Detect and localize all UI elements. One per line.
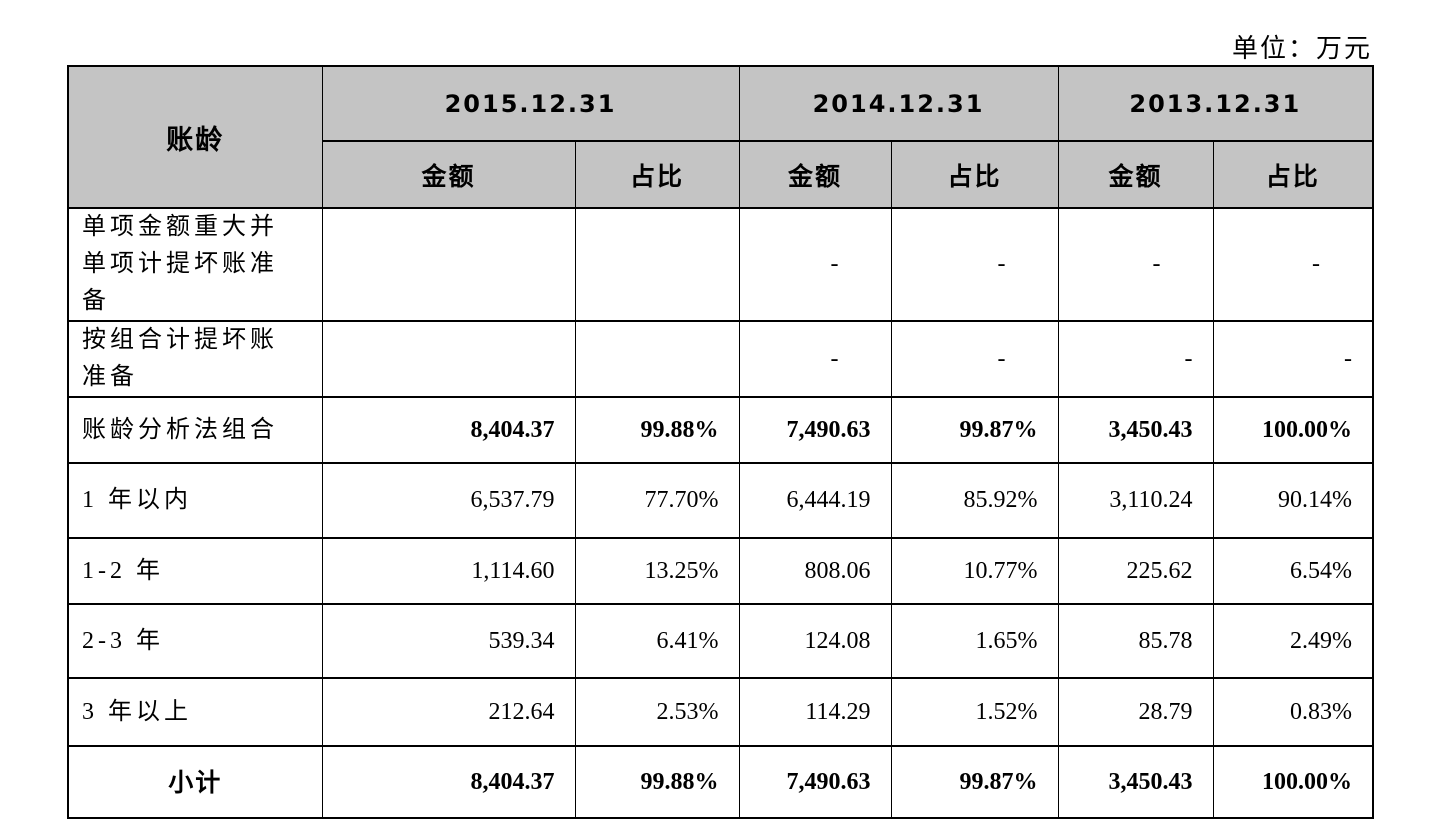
table-cell: 7,490.63 <box>738 745 892 819</box>
table-cell: - <box>1057 207 1214 322</box>
table-cell: 3,450.43 <box>1057 745 1214 819</box>
table-cell: 3,110.24 <box>1057 462 1214 539</box>
table-cell <box>574 320 740 398</box>
table-cell: 99.88% <box>574 745 740 819</box>
ratio-header-2014: 占比 <box>890 140 1059 209</box>
table-row: 账龄分析法组合 8,404.37 99.88% 7,490.63 99.87% 3,450… <box>67 396 1374 464</box>
table-cell: 85.78 <box>1057 603 1214 679</box>
amount-header-2015: 金额 <box>321 140 576 209</box>
row-label: 账龄分析法组合 <box>67 396 323 464</box>
table-body: 单项金额重大并单项计提坏账准备 - - - - 按组合计提坏账准备 - - - - 账龄分析法组合 8… <box>67 207 1374 819</box>
table-cell: - <box>1212 320 1374 398</box>
table-cell: 100.00% <box>1212 745 1374 819</box>
amount-header-2014: 金额 <box>738 140 892 209</box>
table-cell: - <box>890 207 1059 322</box>
table-cell: - <box>738 320 892 398</box>
table-cell: 99.87% <box>890 396 1059 464</box>
aging-analysis-table: 账龄 2015.12.31 2014.12.31 2013.12.31 金额 占… <box>67 65 1375 819</box>
table-cell: 90.14% <box>1212 462 1374 539</box>
amount-header-2013: 金额 <box>1057 140 1214 209</box>
header-row-periods: 账龄 2015.12.31 2014.12.31 2013.12.31 <box>67 65 1374 209</box>
table-cell: 99.87% <box>890 745 1059 819</box>
table-cell: 2.49% <box>1212 603 1374 679</box>
row-label: 按组合计提坏账准备 <box>67 320 323 398</box>
table-cell: 28.79 <box>1057 677 1214 747</box>
table-row: 2-3 年 539.34 6.41% 124.08 1.65% 85.78 2.49% <box>67 603 1374 679</box>
table-cell: 225.62 <box>1057 537 1214 605</box>
table-cell: 3,450.43 <box>1057 396 1214 464</box>
row-label: 1-2 年 <box>67 537 323 605</box>
table-cell: 808.06 <box>738 537 892 605</box>
table-cell: 6.41% <box>574 603 740 679</box>
unit-label: 单位：万元 <box>1231 34 1372 63</box>
table-cell: 539.34 <box>321 603 576 679</box>
row-label: 1 年以内 <box>67 462 323 539</box>
ratio-header-2015: 占比 <box>574 140 740 209</box>
table-header: 账龄 2015.12.31 2014.12.31 2013.12.31 金额 占… <box>67 65 1374 209</box>
table-cell: 124.08 <box>738 603 892 679</box>
ratio-header-2013: 占比 <box>1212 140 1374 209</box>
table-cell: 7,490.63 <box>738 396 892 464</box>
table-cell: 8,404.37 <box>321 396 576 464</box>
table-cell: 13.25% <box>574 537 740 605</box>
row-label: 小计 <box>67 745 323 819</box>
table-row: 单项金额重大并单项计提坏账准备 - - - - <box>67 207 1374 322</box>
table-cell: 1.52% <box>890 677 1059 747</box>
table-cell: 0.83% <box>1212 677 1374 747</box>
table-cell: 1.65% <box>890 603 1059 679</box>
table-cell <box>321 320 576 398</box>
table-cell: 77.70% <box>574 462 740 539</box>
period-header-2014: 2014.12.31 <box>738 65 1059 142</box>
table-cell: 6,444.19 <box>738 462 892 539</box>
table-cell: 1,114.60 <box>321 537 576 605</box>
table-cell: 6.54% <box>1212 537 1374 605</box>
row-label: 3 年以上 <box>67 677 323 747</box>
corner-header-aging: 账龄 <box>67 65 323 209</box>
table-cell: 85.92% <box>890 462 1059 539</box>
table-row: 1 年以内 6,537.79 77.70% 6,444.19 85.92% 3,110.2… <box>67 462 1374 539</box>
table-cell: 100.00% <box>1212 396 1374 464</box>
table-cell: 99.88% <box>574 396 740 464</box>
table-row: 3 年以上 212.64 2.53% 114.29 1.52% 28.79 0.83% <box>67 677 1374 747</box>
table-cell <box>321 207 576 322</box>
table-cell: 212.64 <box>321 677 576 747</box>
table-row: 小计 8,404.37 99.88% 7,490.63 99.87% 3,450.43 10… <box>67 745 1374 819</box>
row-label: 单项金额重大并单项计提坏账准备 <box>67 207 323 322</box>
table-cell: 10.77% <box>890 537 1059 605</box>
table-cell: 2.53% <box>574 677 740 747</box>
period-header-2015: 2015.12.31 <box>321 65 740 142</box>
table-cell: 8,404.37 <box>321 745 576 819</box>
table-cell: - <box>1057 320 1214 398</box>
table-cell: 114.29 <box>738 677 892 747</box>
period-header-2013: 2013.12.31 <box>1057 65 1374 142</box>
table-row: 1-2 年 1,114.60 13.25% 808.06 10.77% 225.62 6.5… <box>67 537 1374 605</box>
table-row: 按组合计提坏账准备 - - - - <box>67 320 1374 398</box>
row-label: 2-3 年 <box>67 603 323 679</box>
table-cell: - <box>1212 207 1374 322</box>
table-cell: - <box>890 320 1059 398</box>
table-cell <box>574 207 740 322</box>
table-cell: - <box>738 207 892 322</box>
table-cell: 6,537.79 <box>321 462 576 539</box>
header-row-measures: 金额 占比 金额 占比 金额 占比 <box>68 140 1374 209</box>
